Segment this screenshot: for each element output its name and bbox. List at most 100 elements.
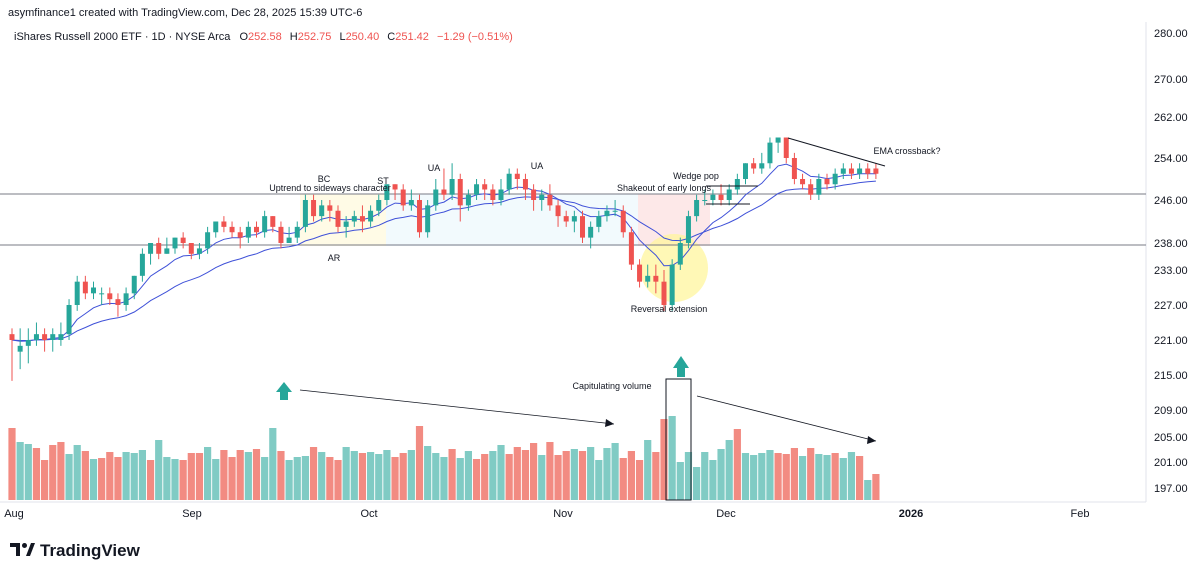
candle — [156, 237, 162, 260]
candle — [449, 163, 455, 200]
candle-body — [408, 200, 414, 206]
candle-body — [848, 168, 854, 174]
time-axis[interactable]: Aug Sep Oct Nov Dec 2026 Feb — [4, 508, 1089, 520]
candle-body — [832, 173, 838, 185]
volume-bar — [350, 451, 358, 500]
volume-bar — [318, 452, 326, 500]
candle — [539, 189, 545, 211]
candle-body — [759, 163, 765, 169]
candle-body — [91, 287, 96, 294]
candle — [563, 210, 569, 227]
volume-bar — [81, 451, 89, 500]
volume-bar — [603, 448, 611, 500]
volume-bar — [472, 459, 481, 500]
candle-body — [229, 226, 235, 233]
volume-bar — [432, 453, 440, 500]
candle — [392, 184, 398, 200]
price-tick-label: 233.00 — [1154, 265, 1188, 277]
candle-body — [702, 200, 708, 201]
volume-bar — [676, 462, 684, 500]
candle-body — [164, 248, 170, 254]
candle-body — [205, 232, 211, 249]
volume-bar — [212, 459, 220, 500]
candle-body — [25, 340, 31, 346]
volume-bar — [228, 457, 236, 500]
volume-bar — [204, 447, 212, 500]
volume-bar — [464, 451, 472, 500]
candle-body — [865, 168, 871, 174]
candle — [685, 210, 691, 249]
candle-body — [17, 345, 23, 352]
volume-trend-arrowhead-1 — [605, 419, 614, 427]
candle-body — [107, 293, 113, 300]
candle-body — [433, 189, 439, 206]
candle-body — [653, 275, 659, 282]
volume-bar — [399, 453, 407, 500]
volume-bars — [8, 416, 880, 500]
volume-bar — [774, 453, 782, 500]
candle — [767, 137, 773, 169]
candle-body — [351, 216, 357, 222]
volume-bar — [847, 452, 856, 500]
volume-bar — [798, 456, 807, 500]
candle — [522, 173, 528, 200]
price-tick-label: 197.00 — [1154, 483, 1188, 495]
candle — [865, 163, 871, 179]
volume-bar — [277, 451, 285, 500]
volume-bar — [261, 457, 269, 500]
candle-body — [800, 179, 806, 185]
price-axis[interactable]: 280.00 270.00 262.00 254.00 246.00 238.00 233.… — [1154, 28, 1188, 495]
volume-bar — [587, 447, 595, 500]
candle-body — [302, 200, 308, 227]
candle — [311, 194, 317, 222]
candle-body — [213, 221, 219, 233]
candle-body — [327, 205, 333, 211]
candle — [91, 281, 96, 300]
volume-bar — [65, 454, 73, 500]
candle — [237, 226, 243, 249]
ema-slow-line — [11, 180, 876, 341]
candle — [490, 184, 496, 206]
candle — [33, 322, 39, 346]
candle-body — [775, 137, 781, 143]
volume-bar — [163, 457, 171, 500]
change-value: −1.29 (−0.51%) — [437, 31, 513, 43]
candle — [645, 264, 651, 288]
candle-body — [156, 243, 162, 254]
volume-bar — [815, 454, 823, 500]
candles — [9, 137, 879, 381]
volume-up-arrow-2 — [673, 356, 689, 377]
candle-body — [645, 275, 651, 282]
candle — [245, 221, 251, 243]
candle — [702, 189, 708, 206]
candle-body — [677, 243, 683, 265]
time-tick-label: Feb — [1071, 508, 1090, 520]
candle-body — [400, 189, 406, 206]
candle-body — [262, 216, 268, 233]
volume-bar — [424, 446, 432, 500]
volume-bar — [611, 443, 619, 500]
volume-bar — [334, 460, 342, 500]
candle-body — [751, 163, 757, 169]
volume-bar — [554, 455, 562, 500]
volume-bar — [383, 450, 391, 500]
volume-bar — [8, 428, 16, 500]
candle-body — [115, 299, 121, 305]
candle — [677, 237, 683, 270]
candle — [213, 221, 219, 238]
volume-bar — [627, 451, 635, 500]
volume-bar — [635, 460, 644, 500]
volume-bar — [358, 453, 367, 500]
volume-bar — [57, 442, 65, 500]
candle — [400, 184, 406, 211]
volume-bar — [546, 442, 554, 500]
price-tick-label: 270.00 — [1154, 74, 1188, 86]
candle — [824, 173, 830, 190]
volume-bar — [244, 452, 252, 500]
candle — [221, 216, 227, 233]
candle-body — [123, 293, 129, 305]
candle — [302, 194, 308, 233]
volume-bar — [252, 449, 261, 500]
volume-bar — [122, 452, 130, 500]
